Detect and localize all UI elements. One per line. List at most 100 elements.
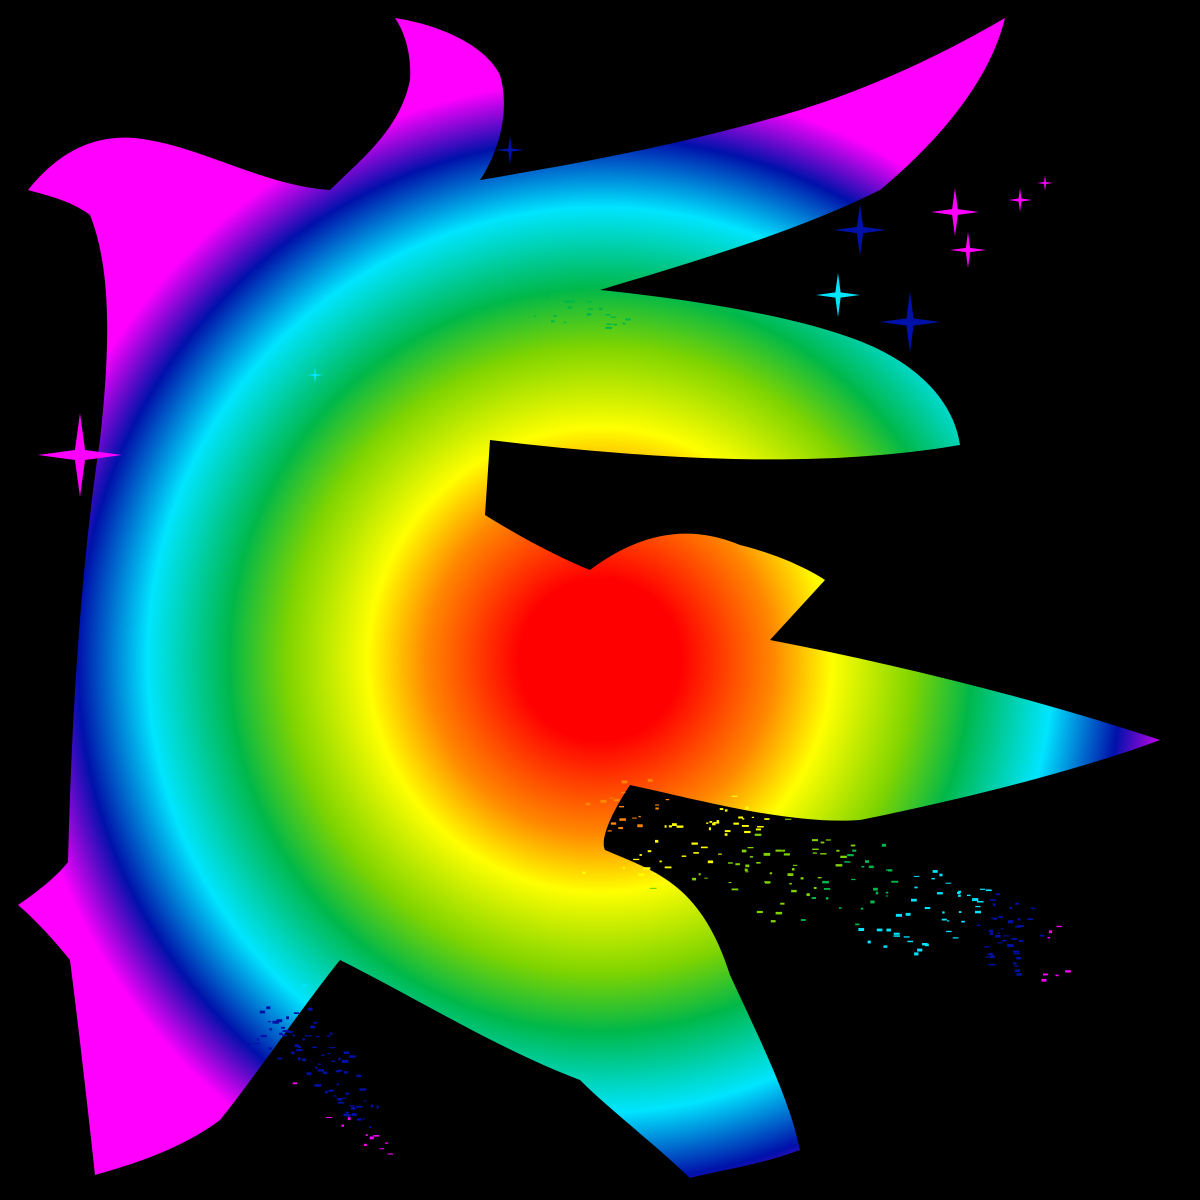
particle: [939, 873, 943, 877]
particle: [655, 804, 660, 806]
particle: [370, 1104, 374, 1108]
particle: [911, 898, 917, 902]
particle: [621, 780, 628, 784]
particle: [707, 860, 714, 864]
particle: [747, 847, 754, 849]
particle: [998, 916, 1004, 918]
particle: [997, 932, 1000, 934]
particle: [328, 1047, 336, 1049]
particle: [259, 1010, 266, 1014]
particle: [344, 1071, 348, 1074]
particle: [364, 1100, 367, 1102]
sparkle-icon: [496, 136, 524, 164]
particle: [619, 818, 626, 821]
particle: [728, 862, 733, 864]
particle: [806, 893, 810, 897]
particle: [800, 877, 804, 880]
particle: [286, 1031, 293, 1033]
particle: [301, 984, 308, 987]
particle: [1030, 907, 1036, 909]
particle: [792, 864, 798, 866]
particle-spray-group: [246, 294, 1071, 1155]
particle: [292, 1034, 295, 1037]
particle: [665, 799, 670, 801]
particle: [605, 326, 612, 329]
particle: [741, 825, 749, 827]
particle: [327, 1053, 330, 1055]
particle: [365, 1134, 368, 1136]
particle: [296, 1049, 303, 1052]
particle: [936, 892, 943, 895]
particle: [867, 940, 871, 944]
particle: [338, 1069, 343, 1072]
particle: [992, 917, 998, 920]
particle: [333, 1095, 337, 1097]
particle: [620, 792, 626, 794]
particle: [865, 860, 869, 863]
particle: [267, 1021, 271, 1023]
particle: [638, 873, 645, 876]
particle: [800, 919, 806, 921]
particle: [881, 843, 887, 847]
particle: [613, 323, 617, 326]
particle: [1041, 978, 1047, 982]
particle: [1012, 950, 1020, 953]
particle: [844, 861, 851, 863]
particle: [567, 306, 572, 309]
particle: [345, 1111, 349, 1114]
particle: [610, 316, 617, 318]
particle: [618, 827, 623, 830]
particle: [633, 858, 640, 861]
particle: [668, 825, 672, 828]
particle: [754, 833, 762, 836]
particle: [972, 898, 979, 902]
particle: [369, 1126, 372, 1128]
particle: [787, 873, 794, 876]
particle: [331, 1060, 336, 1062]
particle: [340, 1097, 347, 1099]
particle: [820, 853, 827, 855]
particle: [1014, 965, 1019, 967]
particle: [769, 872, 773, 875]
particle: [757, 826, 764, 828]
particle: [276, 1021, 279, 1024]
sparkles-group: [38, 136, 1053, 497]
particle: [924, 943, 929, 947]
sparkle-icon: [816, 273, 860, 317]
particle: [914, 952, 919, 956]
particle: [840, 855, 847, 858]
particle: [716, 820, 720, 823]
particle: [738, 816, 743, 819]
particle: [975, 910, 981, 914]
particle: [741, 849, 747, 853]
particle: [1017, 918, 1021, 921]
particle: [763, 852, 771, 856]
particle: [625, 318, 631, 321]
particle: [958, 894, 961, 897]
particle: [1016, 973, 1022, 976]
particle: [1047, 937, 1050, 939]
particle: [364, 1143, 367, 1146]
particle: [724, 830, 731, 833]
particle: [907, 940, 914, 943]
particle: [600, 799, 607, 803]
particle: [893, 935, 900, 937]
particle: [304, 1035, 312, 1037]
particle: [313, 1021, 318, 1024]
particle: [551, 320, 555, 323]
particle: [349, 1055, 356, 1058]
particle: [376, 1105, 379, 1109]
particle: [341, 1060, 349, 1063]
particle: [838, 907, 842, 909]
particle: [317, 1069, 324, 1072]
particle: [791, 889, 797, 893]
particle: [343, 1113, 349, 1117]
particle: [655, 807, 659, 810]
particle: [293, 1012, 300, 1014]
particle: [813, 887, 817, 889]
particle: [277, 1057, 283, 1060]
particle: [315, 1035, 320, 1038]
particle: [272, 1020, 280, 1024]
particle: [728, 882, 732, 884]
